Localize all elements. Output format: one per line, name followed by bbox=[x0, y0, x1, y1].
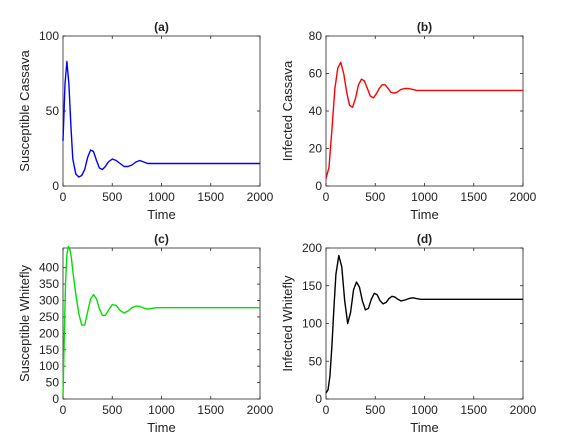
plot-frame-b bbox=[325, 35, 524, 187]
x-tick-label: 0 bbox=[323, 190, 330, 204]
y-tick-label: 80 bbox=[309, 29, 323, 43]
y-axis-label: Susceptible Whitefly bbox=[17, 264, 32, 382]
x-tick-label: 1000 bbox=[148, 403, 175, 417]
panel-a: 0 500 1000 1500 2000 0 50 100 (a) Time Susceptible… bbox=[17, 20, 274, 222]
panel-c: 0 500 1000 1500 2000050100150200250300350400… bbox=[17, 232, 274, 435]
y-tick-label: 50 bbox=[46, 376, 60, 390]
y-tick-label: 150 bbox=[302, 279, 322, 293]
panel-title: (b) bbox=[417, 20, 432, 34]
y-tick-label: 100 bbox=[39, 359, 59, 373]
panel-b: 0 500 1000 1500 2000 0 20 40 60 80 (b) Time Infected… bbox=[280, 20, 537, 222]
y-tick-label: 50 bbox=[46, 104, 60, 118]
y-tick-label: 350 bbox=[39, 277, 59, 291]
y-tick-label: 150 bbox=[39, 343, 59, 357]
series-line-d bbox=[325, 254, 523, 394]
y-tick-label: 100 bbox=[302, 317, 322, 331]
x-tick-label: 1000 bbox=[148, 190, 175, 204]
series-line-a bbox=[62, 60, 260, 178]
x-axis-label: Time bbox=[410, 207, 438, 222]
y-tick-label: 100 bbox=[39, 29, 59, 43]
y-tick-label: 300 bbox=[39, 294, 59, 308]
x-tick-label: 500 bbox=[365, 403, 385, 417]
plot-frame-c bbox=[62, 247, 261, 400]
y-axis-label: Susceptible Cassava bbox=[17, 50, 32, 172]
y-tick-label: 400 bbox=[39, 261, 59, 275]
x-tick-label: 2000 bbox=[510, 403, 537, 417]
series-line-c bbox=[62, 245, 260, 396]
x-tick-label: 0 bbox=[60, 190, 67, 204]
y-tick-label: 250 bbox=[39, 310, 59, 324]
x-tick-label: 1500 bbox=[197, 190, 224, 204]
plot-frame-d bbox=[325, 247, 524, 400]
x-tick-label: 0 bbox=[323, 403, 330, 417]
x-tick-label: 1500 bbox=[460, 403, 487, 417]
y-tick-label: 40 bbox=[309, 104, 323, 118]
x-tick-label: 1500 bbox=[460, 190, 487, 204]
y-tick-label: 0 bbox=[315, 179, 322, 193]
x-tick-label: 500 bbox=[102, 190, 122, 204]
y-tick-label: 20 bbox=[309, 142, 323, 156]
y-tick-label: 60 bbox=[309, 67, 323, 81]
panel-d: 0 500 1000 1500 2000 0 50 100 150 200 (d) Time Infec… bbox=[280, 232, 537, 435]
y-axis-label: Infected Whitefly bbox=[280, 275, 295, 372]
x-axis-label: Time bbox=[410, 420, 438, 435]
y-tick-label: 0 bbox=[315, 392, 322, 406]
panel-title: (d) bbox=[417, 232, 432, 246]
x-axis-label: Time bbox=[147, 420, 175, 435]
series-line-b bbox=[325, 61, 523, 179]
y-axis-label: Infected Cassava bbox=[280, 60, 295, 161]
y-tick-label: 200 bbox=[302, 241, 322, 255]
panel-title: (a) bbox=[154, 20, 169, 34]
y-tick-label: 0 bbox=[52, 392, 59, 406]
x-tick-label: 1500 bbox=[197, 403, 224, 417]
x-tick-label: 1000 bbox=[411, 190, 438, 204]
panel-title: (c) bbox=[154, 232, 169, 246]
x-tick-label: 1000 bbox=[411, 403, 438, 417]
y-tick-label: 50 bbox=[309, 354, 323, 368]
x-axis-label: Time bbox=[147, 207, 175, 222]
x-tick-label: 0 bbox=[60, 403, 67, 417]
x-tick-label: 500 bbox=[102, 403, 122, 417]
x-tick-label: 500 bbox=[365, 190, 385, 204]
x-tick-label: 2000 bbox=[247, 190, 274, 204]
y-tick-label: 0 bbox=[52, 179, 59, 193]
y-tick-label: 200 bbox=[39, 326, 59, 340]
x-tick-label: 2000 bbox=[510, 190, 537, 204]
x-tick-label: 2000 bbox=[247, 403, 274, 417]
